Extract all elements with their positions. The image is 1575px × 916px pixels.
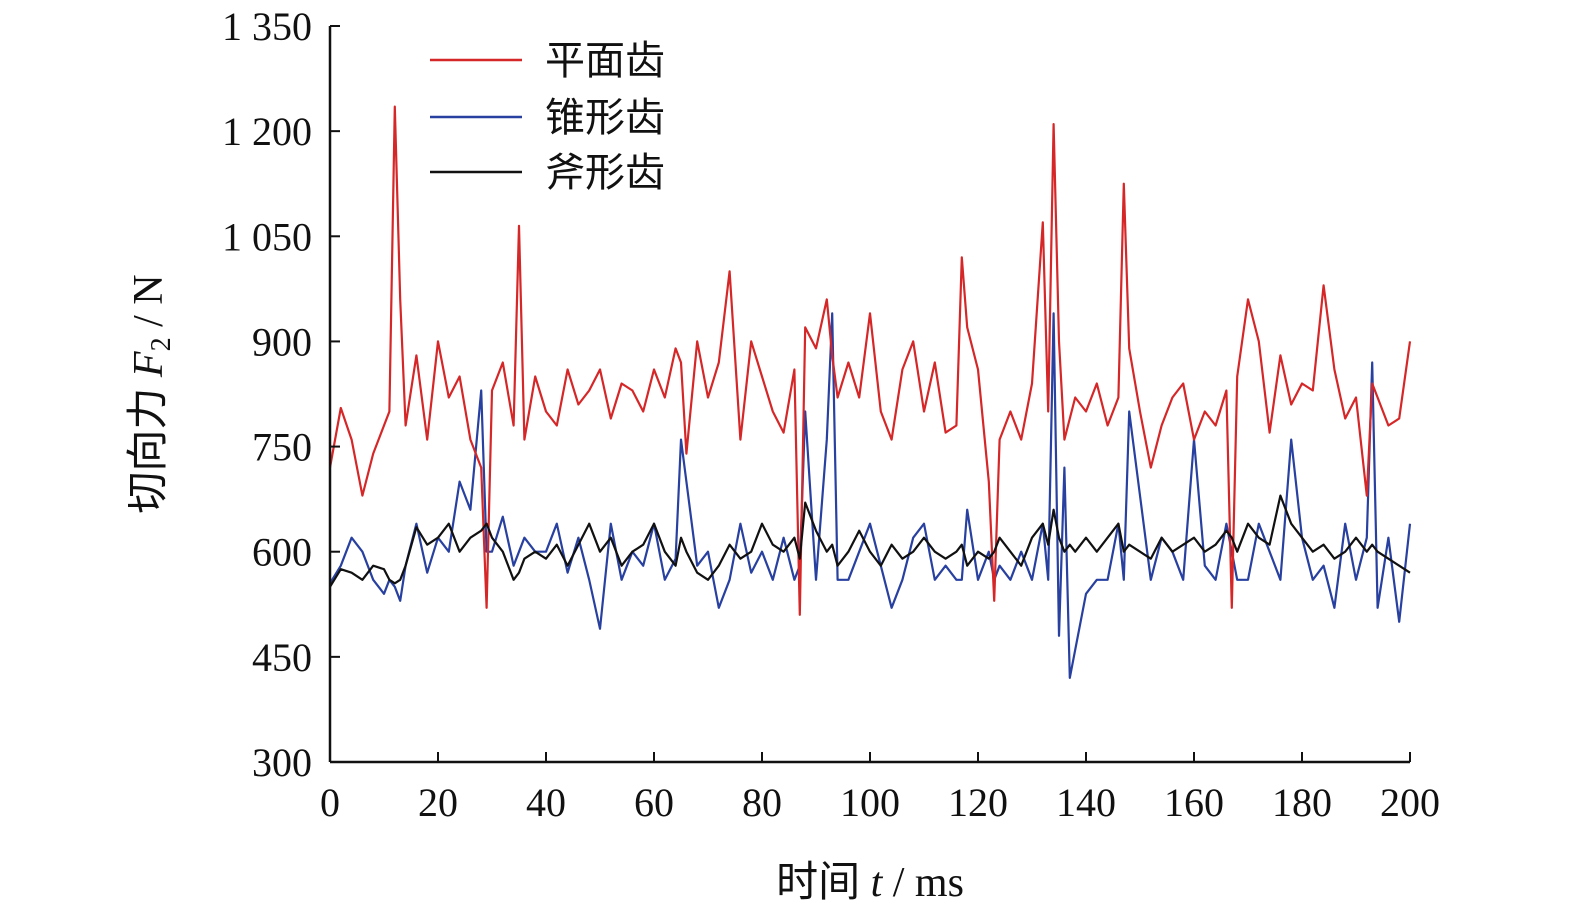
legend-label-cone: 锥形齿 <box>545 95 665 141</box>
series-line-flat <box>328 105 1412 616</box>
y-axis-title-prefix: 切向力 <box>126 377 172 514</box>
series-layer <box>328 105 1412 680</box>
legend: 平面齿 锥形齿 斧形齿 <box>430 38 665 196</box>
x-tick-label: 40 <box>526 780 566 825</box>
x-tick-label: 140 <box>1056 780 1116 825</box>
x-tick-label: 120 <box>948 780 1008 825</box>
x-tick-label: 80 <box>742 780 782 825</box>
x-axis-title-var: t <box>871 860 884 906</box>
y-axis-title-unit: / N <box>126 274 172 337</box>
y-axis-title-var: F <box>126 351 172 378</box>
x-tick-label: 180 <box>1272 780 1332 825</box>
series-line-cone <box>329 312 1412 680</box>
y-tick-label: 450 <box>252 635 312 680</box>
ticks: 0 20 40 60 80 100 120 140 160 180 200 300 450 600 750 9… <box>222 4 1440 825</box>
y-axis-title-sub: 2 <box>146 337 177 351</box>
series-line-axe <box>329 494 1411 588</box>
y-axis-title: 切向力 F2 / N <box>126 274 177 513</box>
x-axis-title-unit: / ms <box>882 860 964 906</box>
x-tick-label: 0 <box>320 780 340 825</box>
x-tick-label: 200 <box>1380 780 1440 825</box>
y-tick-label: 300 <box>252 740 312 785</box>
x-tick-label: 100 <box>840 780 900 825</box>
x-axis-title-prefix: 时间 <box>776 860 871 906</box>
y-tick-label: 1 200 <box>222 109 312 154</box>
y-tick-label: 1 350 <box>222 4 312 49</box>
x-axis-title: 时间 t / ms <box>776 860 964 906</box>
y-tick-label: 1 050 <box>222 214 312 259</box>
y-tick-label: 750 <box>252 425 312 470</box>
y-tick-label: 600 <box>252 530 312 575</box>
legend-label-flat: 平面齿 <box>545 38 665 84</box>
y-tick-label: 900 <box>252 319 312 364</box>
x-tick-label: 160 <box>1164 780 1224 825</box>
legend-label-axe: 斧形齿 <box>545 150 665 196</box>
x-tick-label: 60 <box>634 780 674 825</box>
x-tick-label: 20 <box>418 780 458 825</box>
